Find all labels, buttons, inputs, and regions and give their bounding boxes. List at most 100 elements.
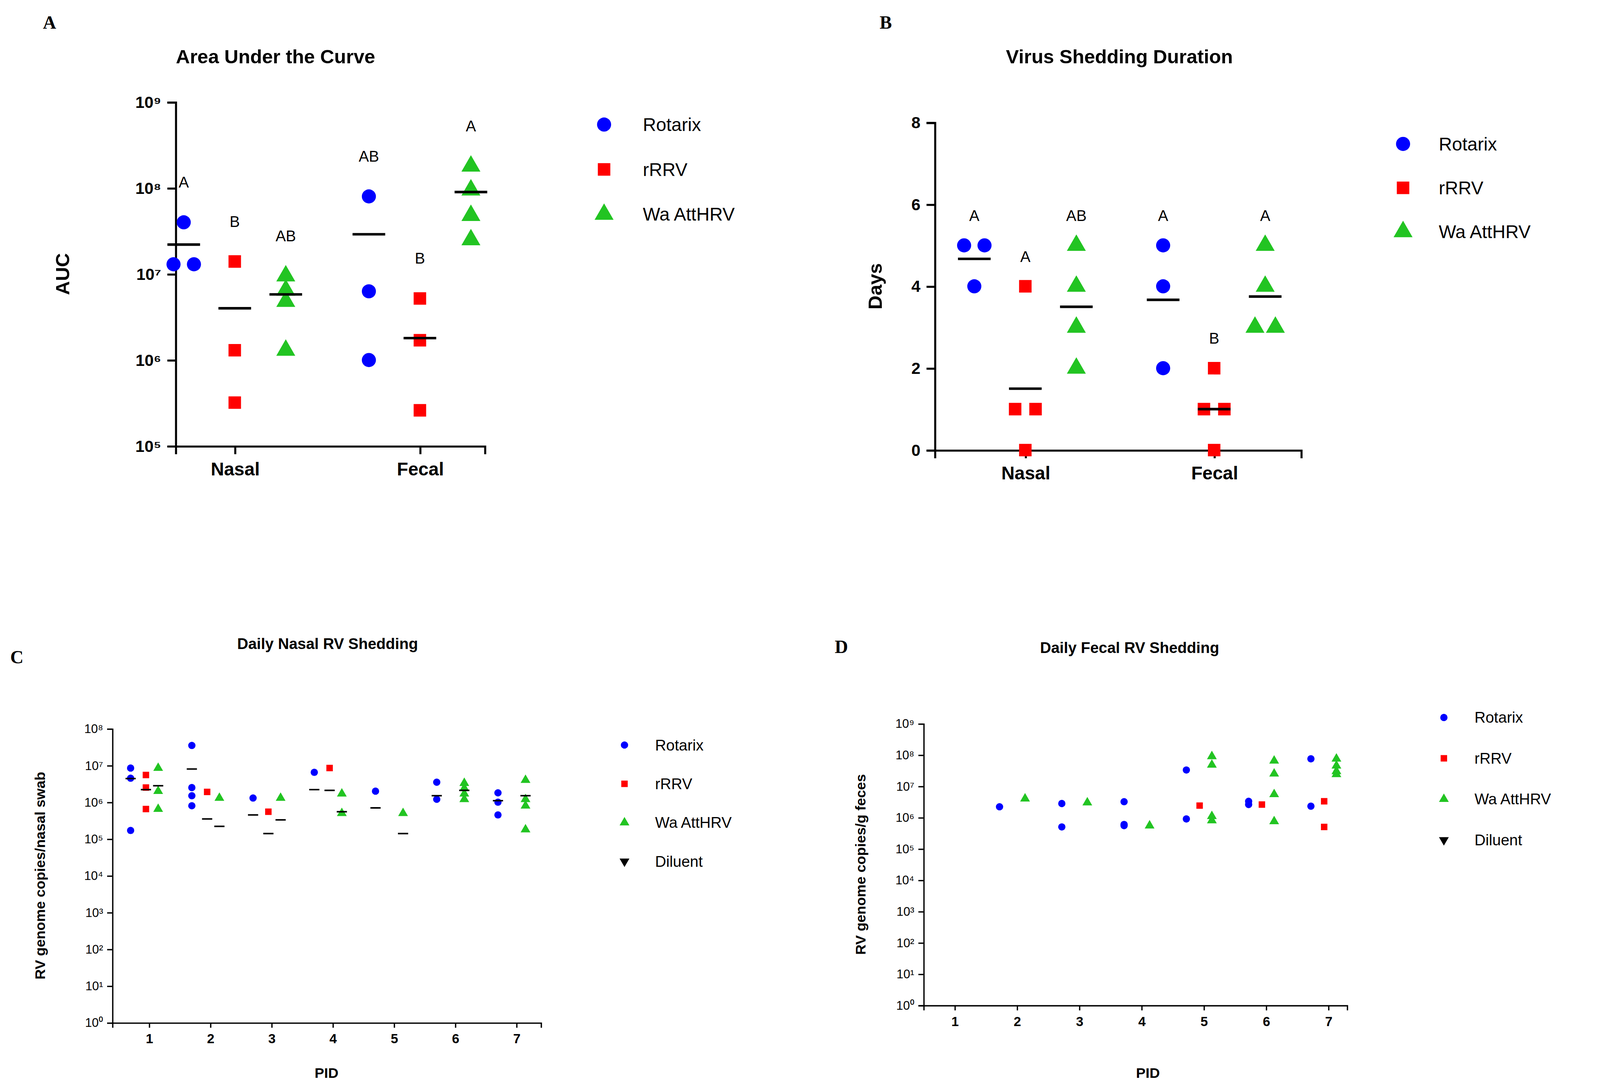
y-tick-label: 10⁸ [84,721,104,736]
y-tick: 10⁶ [84,795,113,810]
data-point [996,802,1004,811]
chart-title: Virus Shedding Duration [1006,45,1233,68]
y-axis: 10⁰10¹10²10³10⁴10⁵10⁶10⁷10⁸ [84,721,113,1030]
x-tick-mark [332,1022,334,1028]
series [1008,279,1231,457]
data-point [1265,316,1286,333]
data-point [249,794,257,802]
y-tick-mark [167,273,176,276]
mean-line [459,789,470,792]
y-tick: 10⁹ [135,93,176,112]
panel-label: B [879,12,892,33]
x-tick: Fecal [396,445,444,480]
data-point [166,257,181,272]
y-tick-label: 10⁷ [896,779,915,794]
mean-line [398,832,409,835]
series [269,155,488,356]
data-point [153,762,164,771]
legend-item: Rotarix [1396,133,1498,155]
legend-label: Wa AttHRV [1438,221,1531,243]
x-tick-mark [954,1005,956,1011]
data-point [1269,815,1280,825]
legend-label: Rotarix [642,114,702,135]
x-tick-label: 4 [329,1031,338,1046]
data-point [1331,768,1342,777]
x-axis-title: PID [1136,1064,1161,1081]
y-tick: 10¹ [896,967,924,981]
y-tick: 10⁸ [135,179,176,198]
x-tick-mark [455,1022,457,1028]
data-point [228,396,241,409]
x-tick-mark [1078,1005,1081,1011]
legend-label: Rotarix [1438,133,1497,155]
mean-line [186,767,198,770]
mean-line [269,293,303,296]
significance-letter: B [1209,329,1220,347]
y-axis-title: Days [864,263,886,310]
x-tick-mark [1203,1005,1205,1011]
y-tick: 10² [896,935,924,950]
panel-label: A [42,12,57,33]
legend-marker [597,163,611,176]
legend-label: rRRV [1474,749,1513,767]
data-point [1269,788,1280,798]
y-tick-label: 10⁵ [84,832,104,846]
y-tick: 10⁹ [895,716,924,731]
mean-line [125,777,136,780]
data-point [1144,819,1155,829]
y-tick-label: 10⁶ [895,810,915,825]
panel: DDaily Fecal RV SheddingRV genome copies… [834,636,1552,1081]
data-point [361,189,376,204]
mean-line [248,814,259,816]
data-point [142,771,149,778]
chart-title: Area Under the Curve [175,45,376,68]
legend-marker [594,203,614,220]
y-axis: 10⁰10¹10²10³10⁴10⁵10⁶10⁷10⁸10⁹ [895,716,925,1012]
legend-item: Wa AttHRV [619,813,732,831]
y-tick-label: 10³ [896,904,915,919]
panel: CDaily Nasal RV SheddingRV genome copies… [10,634,733,1081]
data-point [336,787,347,797]
data-point [1182,815,1190,823]
legend-label: Wa AttHRV [642,203,735,225]
y-tick-mark [918,911,924,913]
x-tick-mark [271,1022,273,1028]
legend-marker [1393,220,1413,237]
data-point [1156,279,1171,294]
mean-line [1060,305,1093,308]
legend-label: Rotarix [1474,708,1524,726]
y-tick-mark [918,817,924,819]
x-tick-mark [393,1022,395,1028]
y-tick: 8 [911,113,935,132]
data-point [276,290,296,307]
y-tick-mark [926,449,935,452]
data-point [1307,755,1315,763]
y-axis-title: AUC [51,253,74,295]
data-point [967,279,982,294]
panel-label: C [10,646,24,668]
y-tick-mark [107,948,113,950]
y-tick: 10³ [85,905,113,920]
data-point [126,764,135,772]
mean-line [957,257,991,260]
x-tick-label: 1 [951,1013,960,1029]
legend: RotarixrRRVWa AttHRVDiluent [619,736,732,870]
mean-line [352,232,386,236]
x-axis-line [112,1023,542,1028]
data-point [1156,238,1171,253]
data-point [361,352,376,367]
significance-letter: B [229,212,241,231]
data-point [153,785,164,794]
y-tick-label: 10⁹ [895,716,915,731]
legend-item: Diluent [1439,831,1523,849]
y-tick-mark [918,785,924,788]
x-tick-mark [148,1022,151,1028]
y-tick-label: 2 [911,359,921,378]
data-point [461,204,481,221]
data-point [228,343,241,357]
y-axis: 10⁵10⁶10⁷10⁸10⁹ [135,93,176,456]
data-point [520,799,531,809]
mean-line [214,825,225,827]
mean-line [152,785,164,787]
y-tick: 10¹ [85,978,113,993]
